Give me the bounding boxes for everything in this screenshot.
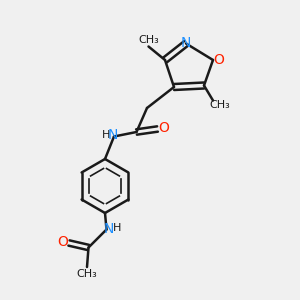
- Text: CH₃: CH₃: [76, 268, 98, 279]
- Text: O: O: [159, 122, 170, 135]
- Text: CH₃: CH₃: [138, 35, 159, 45]
- Text: N: N: [103, 222, 114, 236]
- Text: O: O: [213, 53, 224, 67]
- Text: CH₃: CH₃: [209, 100, 230, 110]
- Text: O: O: [57, 235, 68, 248]
- Text: H: H: [113, 223, 121, 233]
- Text: H: H: [101, 130, 110, 140]
- Text: N: N: [107, 128, 118, 142]
- Text: N: N: [181, 36, 191, 50]
